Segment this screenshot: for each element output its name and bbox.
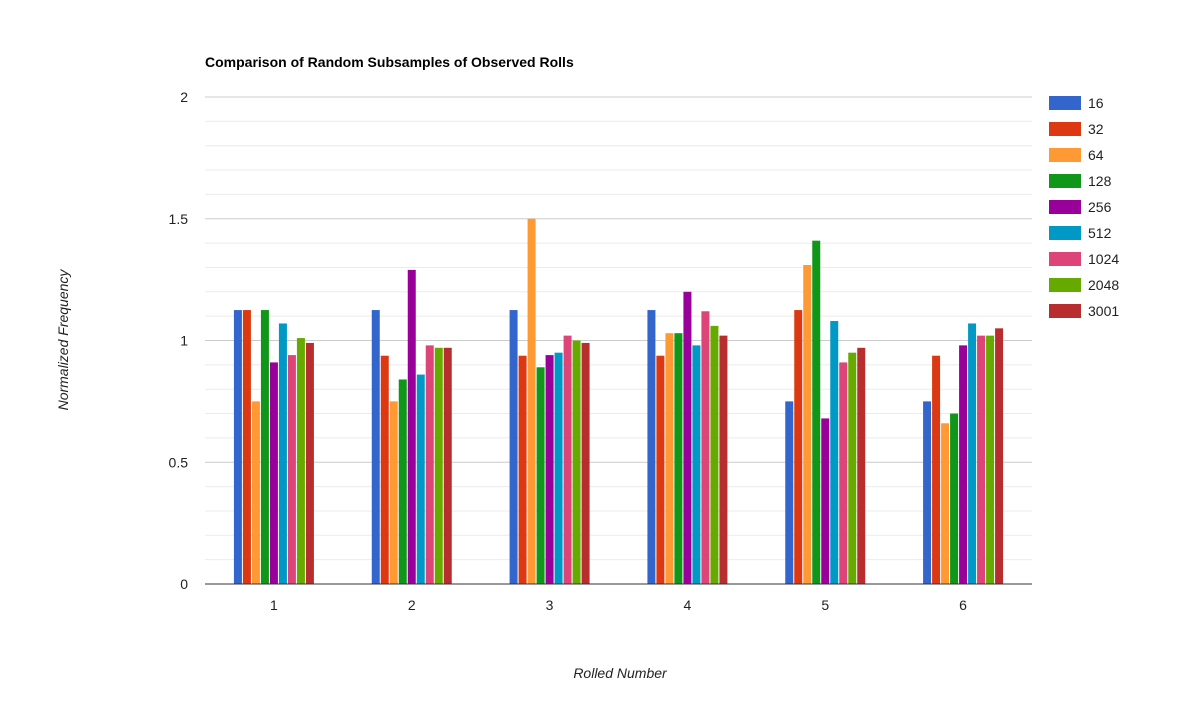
legend-swatch xyxy=(1049,200,1081,214)
bar[interactable] xyxy=(407,269,416,584)
y-tick-label: 1 xyxy=(180,333,188,349)
bar[interactable] xyxy=(296,338,305,584)
bar[interactable] xyxy=(656,355,665,584)
legend: 16 32 64 128 256 512 1024 2048 3001 xyxy=(1049,95,1119,319)
legend-label: 256 xyxy=(1088,199,1112,215)
y-tick-label: 0 xyxy=(180,576,188,592)
bar[interactable] xyxy=(986,335,995,584)
x-tick-labels: 1 2 3 4 5 6 xyxy=(270,597,967,613)
legend-swatch xyxy=(1049,226,1081,240)
y-tick-label: 1.5 xyxy=(169,211,189,227)
legend-swatch xyxy=(1049,252,1081,266)
bar[interactable] xyxy=(995,328,1004,584)
bar[interactable] xyxy=(305,342,314,584)
bar[interactable] xyxy=(509,310,518,584)
bar[interactable] xyxy=(278,323,287,584)
x-tick-label: 3 xyxy=(546,597,554,613)
y-tick-label: 2 xyxy=(180,89,188,105)
bar[interactable] xyxy=(287,355,296,584)
bar[interactable] xyxy=(563,335,572,584)
legend-label: 3001 xyxy=(1088,303,1119,319)
bar[interactable] xyxy=(371,310,380,584)
legend-label: 32 xyxy=(1088,121,1104,137)
bar[interactable] xyxy=(665,333,674,584)
bar[interactable] xyxy=(794,310,803,584)
bar[interactable] xyxy=(518,355,527,584)
bar[interactable] xyxy=(380,355,389,584)
y-tick-labels: 0 0.5 1 1.5 2 xyxy=(169,89,189,592)
legend-swatch xyxy=(1049,96,1081,110)
bar[interactable] xyxy=(443,347,452,584)
bar[interactable] xyxy=(977,335,986,584)
bar[interactable] xyxy=(527,218,536,584)
bar[interactable] xyxy=(545,355,554,584)
bar[interactable] xyxy=(416,374,425,584)
y-tick-label: 0.5 xyxy=(169,454,189,470)
y-axis-label: Normalized Frequency xyxy=(55,269,71,411)
x-tick-label: 1 xyxy=(270,597,278,613)
bar[interactable] xyxy=(830,321,839,584)
legend-label: 1024 xyxy=(1088,251,1119,267)
x-tick-label: 2 xyxy=(408,597,416,613)
bar[interactable] xyxy=(968,323,977,584)
chart-title: Comparison of Random Subsamples of Obser… xyxy=(205,54,574,70)
bar[interactable] xyxy=(398,379,407,584)
bar[interactable] xyxy=(923,401,932,584)
bar[interactable] xyxy=(251,401,260,584)
legend-label: 128 xyxy=(1088,173,1112,189)
bar[interactable] xyxy=(848,352,857,584)
x-tick-label: 6 xyxy=(959,597,967,613)
bar[interactable] xyxy=(839,362,848,584)
bar[interactable] xyxy=(719,335,728,584)
bar[interactable] xyxy=(959,345,968,584)
bar[interactable] xyxy=(581,342,590,584)
bar[interactable] xyxy=(821,418,830,584)
bar[interactable] xyxy=(932,355,941,584)
bar[interactable] xyxy=(683,291,692,584)
legend-swatch xyxy=(1049,174,1081,188)
bar[interactable] xyxy=(941,423,950,584)
bar[interactable] xyxy=(242,310,251,584)
bar[interactable] xyxy=(701,311,710,584)
bar[interactable] xyxy=(434,347,443,584)
bar[interactable] xyxy=(269,362,278,584)
bar[interactable] xyxy=(233,310,242,584)
bar[interactable] xyxy=(950,413,959,584)
bar[interactable] xyxy=(857,347,866,584)
legend-swatch xyxy=(1049,122,1081,136)
bar[interactable] xyxy=(554,352,563,584)
bar[interactable] xyxy=(785,401,794,584)
bar[interactable] xyxy=(812,240,821,585)
bar[interactable] xyxy=(647,310,656,584)
bar[interactable] xyxy=(674,333,683,584)
bar[interactable] xyxy=(389,401,398,584)
bar-series xyxy=(233,218,1004,585)
legend-swatch xyxy=(1049,304,1081,318)
x-axis-label: Rolled Number xyxy=(573,665,668,681)
bar[interactable] xyxy=(260,310,269,584)
legend-label: 2048 xyxy=(1088,277,1119,293)
bar[interactable] xyxy=(572,340,581,585)
legend-swatch xyxy=(1049,148,1081,162)
bar[interactable] xyxy=(803,265,812,584)
legend-label: 16 xyxy=(1088,95,1104,111)
x-tick-label: 4 xyxy=(684,597,692,613)
bar[interactable] xyxy=(536,367,545,584)
legend-label: 512 xyxy=(1088,225,1112,241)
bar[interactable] xyxy=(425,345,434,584)
legend-swatch xyxy=(1049,278,1081,292)
legend-label: 64 xyxy=(1088,147,1104,163)
bar[interactable] xyxy=(710,325,719,584)
x-tick-label: 5 xyxy=(821,597,829,613)
bar[interactable] xyxy=(692,345,701,584)
gridlines xyxy=(205,96,1032,561)
